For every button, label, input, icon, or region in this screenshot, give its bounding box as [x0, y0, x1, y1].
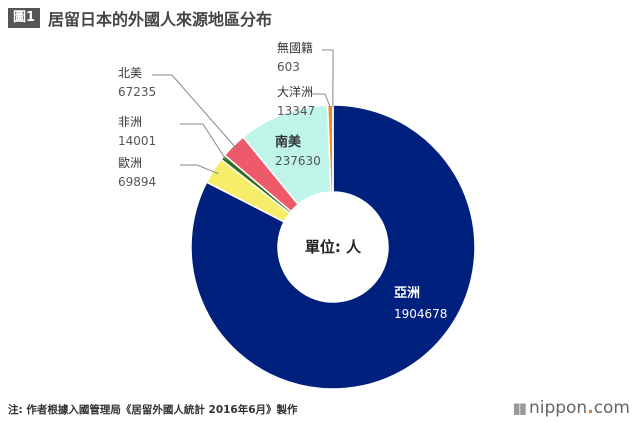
label-value-stateless: 603	[277, 60, 300, 74]
label-value-europe: 69894	[118, 175, 156, 189]
source-note: 注: 作者根據入國管理局《居留外國人統計 2016年6月》製作	[8, 404, 298, 416]
leader-north-america	[152, 74, 239, 151]
leader-europe	[180, 164, 219, 175]
leader-lines	[152, 49, 334, 175]
label-name-oceania: 大洋洲	[277, 84, 313, 99]
figure-badge: 圖1	[8, 8, 41, 28]
nippon-brand: ▮▮ nippon . com	[512, 398, 630, 418]
label-name-south-america: 南美	[275, 134, 302, 150]
slice-labels: 亞洲 1904678 南美 237630 歐洲 69894 非洲 14001 北美 67235 大洋…	[118, 40, 447, 321]
label-name-europe: 歐洲	[118, 155, 142, 170]
label-name-asia: 亞洲	[394, 286, 420, 301]
chart-header: 圖1 居留日本的外國人來源地區分布	[8, 6, 272, 30]
slice-asia	[190, 104, 476, 390]
chart-title: 居留日本的外國人來源地區分布	[48, 10, 273, 29]
leader-africa	[180, 123, 227, 161]
brand-name-right: com	[593, 398, 630, 418]
label-name-stateless: 無國籍	[277, 40, 313, 55]
leader-stateless	[322, 49, 334, 108]
label-value-south-america: 237630	[275, 154, 321, 168]
label-name-africa: 非洲	[118, 115, 142, 129]
slices-group	[190, 104, 476, 390]
nippon-logo-icon: ▮▮	[512, 399, 526, 417]
label-name-north-america: 北美	[118, 66, 142, 80]
brand-name-left: nippon	[528, 398, 588, 418]
label-value-oceania: 13347	[277, 104, 315, 118]
label-value-africa: 14001	[118, 134, 156, 148]
leader-oceania	[312, 93, 331, 108]
label-value-north-america: 67235	[118, 85, 156, 99]
center-label: 單位: 人	[305, 238, 362, 256]
brand-dot: .	[587, 398, 594, 418]
label-value-asia: 1904678	[394, 307, 447, 321]
